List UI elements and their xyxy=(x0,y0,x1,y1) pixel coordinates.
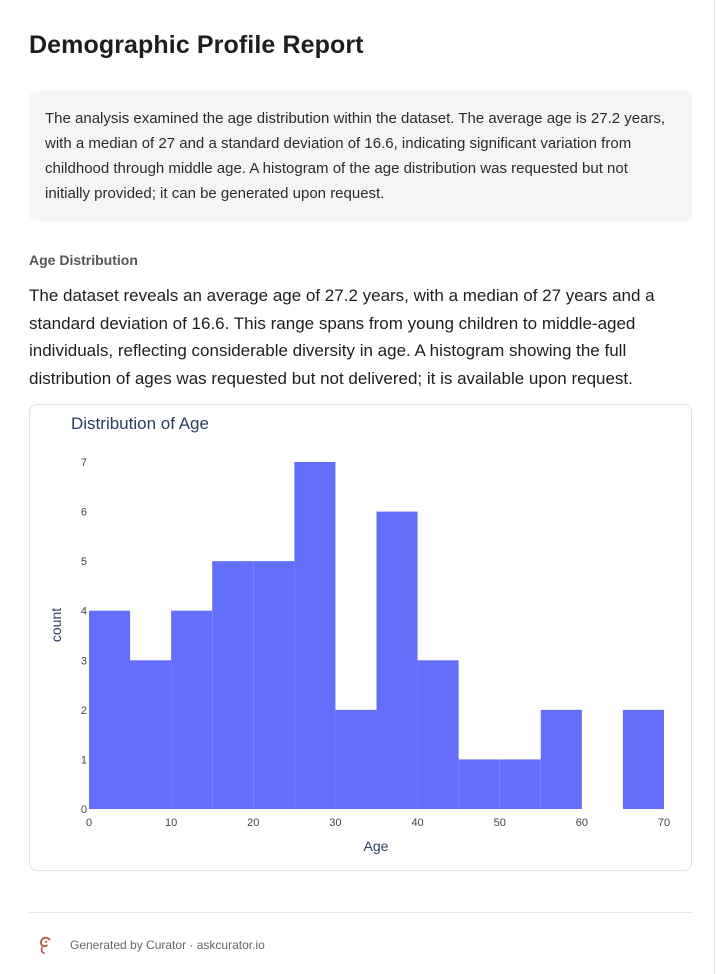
x-tick-label: 10 xyxy=(165,817,177,829)
histogram-bar-10-15 xyxy=(171,610,213,809)
y-tick-label: 3 xyxy=(81,655,87,667)
footer-text: Generated by Curator · askcurator.io xyxy=(70,938,265,952)
histogram-bar-50-55 xyxy=(499,759,541,809)
histogram-bar-35-40 xyxy=(376,511,418,809)
x-tick-label: 0 xyxy=(86,817,92,829)
y-tick-label: 2 xyxy=(81,705,87,717)
y-tick-label: 6 xyxy=(81,507,87,519)
histogram-bar-20-25 xyxy=(253,561,295,809)
y-tick-label: 5 xyxy=(81,556,87,568)
histogram-bar-15-20 xyxy=(212,561,254,809)
curator-logo-icon xyxy=(38,935,54,955)
section-label: Age Distribution xyxy=(29,252,138,268)
histogram-bar-65-70 xyxy=(622,709,664,809)
y-tick-label: 4 xyxy=(81,606,87,618)
y-axis-ticks: 0 1 2 3 4 5 6 7 xyxy=(81,457,87,816)
x-axis-title: Age xyxy=(364,838,389,854)
section-body: The dataset reveals an average age of 27… xyxy=(29,286,655,388)
summary-box: The analysis examined the age distributi… xyxy=(29,91,692,221)
y-axis-title: count xyxy=(48,608,64,642)
histogram-bar-55-60 xyxy=(540,709,582,809)
y-tick-label: 0 xyxy=(81,804,87,816)
x-axis-ticks: 0 10 20 30 40 50 60 70 xyxy=(86,817,670,829)
histogram-bar-40-45 xyxy=(417,660,459,809)
histogram-bar-30-35 xyxy=(335,709,377,809)
histogram-bar-5-10 xyxy=(130,660,172,809)
x-tick-label: 70 xyxy=(658,817,670,829)
x-tick-label: 60 xyxy=(576,817,588,829)
x-tick-label: 40 xyxy=(411,817,423,829)
x-tick-label: 30 xyxy=(329,817,341,829)
x-tick-label: 20 xyxy=(247,817,259,829)
y-tick-label: 7 xyxy=(81,457,87,469)
histogram-bar-25-30 xyxy=(294,462,336,809)
chart-title: Distribution of Age xyxy=(71,414,209,433)
footer: Generated by Curator · askcurator.io xyxy=(38,935,265,955)
y-tick-label: 1 xyxy=(81,754,87,766)
x-tick-label: 50 xyxy=(494,817,506,829)
footer-divider xyxy=(29,912,692,913)
age-histogram-chart: Distribution of Age 0 1 2 3 4 5 6 7 0 10 20 30 40 50… xyxy=(48,414,670,854)
histogram-bar-45-50 xyxy=(458,759,500,809)
histogram-bars xyxy=(89,462,664,809)
histogram-bar-0-5 xyxy=(89,610,131,809)
page-title: Demographic Profile Report xyxy=(29,31,364,59)
chart-card: Distribution of Age 0 1 2 3 4 5 6 7 0 10 20 30 40 50… xyxy=(29,404,692,871)
